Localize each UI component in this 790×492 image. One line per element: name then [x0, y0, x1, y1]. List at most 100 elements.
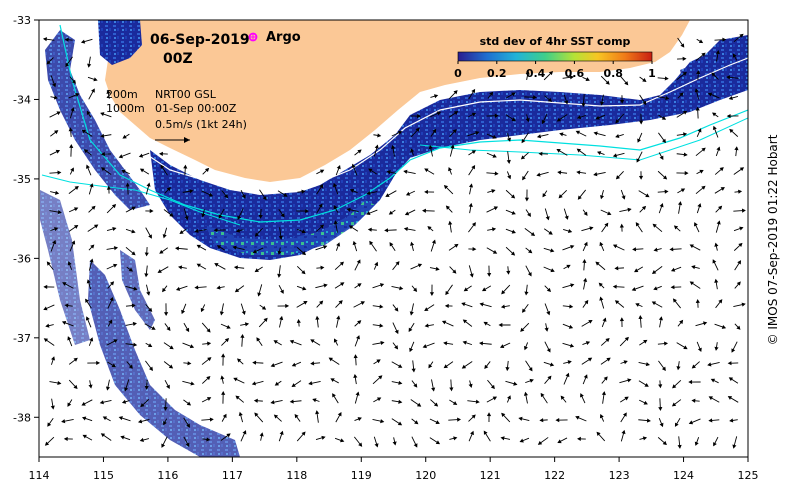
current-arrow-head — [283, 192, 288, 197]
current-arrow-head — [54, 190, 60, 195]
current-arrow-head — [676, 366, 681, 371]
current-arrow-head — [379, 304, 384, 309]
current-arrow-head — [279, 315, 284, 321]
current-arrow-head — [100, 167, 106, 172]
current-arrow-head — [729, 128, 734, 134]
current-arrow-head — [43, 284, 48, 290]
current-arrow-head — [166, 384, 170, 389]
current-arrow-head — [100, 152, 105, 157]
current-arrow-head — [471, 164, 476, 170]
current-arrow-head — [549, 362, 555, 367]
current-arrow-head — [336, 242, 341, 247]
current-arrow-head — [644, 383, 649, 387]
current-arrow-head — [57, 210, 62, 215]
current-arrow-head — [716, 220, 721, 225]
current-arrow-head — [588, 319, 593, 324]
current-arrow-head — [46, 261, 51, 266]
current-arrow-head — [454, 243, 459, 248]
current-arrow-head — [357, 283, 362, 288]
current-arrow-head — [61, 419, 66, 424]
current-arrow-head — [619, 223, 624, 228]
current-arrow-head — [677, 201, 683, 206]
current-arrow-head — [599, 296, 604, 301]
current-arrow-head — [73, 207, 79, 212]
x-tick-label: 117 — [222, 469, 243, 482]
current-arrow-head — [80, 39, 86, 44]
current-arrow-head — [471, 112, 477, 117]
current-arrow-head — [64, 37, 69, 42]
current-arrow-head — [279, 430, 284, 435]
current-source-label: NRT00 GSL — [155, 88, 217, 101]
current-arrow-head — [108, 319, 113, 324]
current-arrow-head — [234, 288, 240, 293]
current-arrow-head — [186, 423, 190, 428]
current-arrow-head — [684, 171, 689, 176]
current-arrow-head — [206, 437, 211, 442]
current-arrow-head — [357, 149, 362, 154]
current-arrow-head — [492, 134, 497, 139]
current-arrow-head — [319, 169, 325, 174]
current-arrow-head — [679, 319, 684, 325]
current-arrow-head — [428, 144, 433, 150]
current-arrow-head — [492, 153, 497, 158]
current-arrow-head — [168, 364, 174, 369]
current-scale-label: 0.5m/s (1kt 24h) — [155, 118, 247, 131]
y-tick-label: -34 — [13, 93, 31, 106]
colorbar-gradient — [457, 51, 653, 62]
current-arrow-head — [435, 440, 441, 445]
current-arrow-head — [233, 265, 238, 270]
current-arrow-head — [462, 340, 467, 345]
current-arrow-head — [85, 298, 89, 303]
current-arrow-head — [556, 117, 562, 122]
current-arrow-head — [524, 291, 529, 296]
current-arrow-head — [525, 70, 530, 75]
current-arrow-head — [441, 320, 447, 325]
current-arrow-head — [397, 421, 403, 426]
current-arrow-head — [524, 197, 530, 202]
current-arrow-head — [131, 229, 136, 234]
current-arrow-head — [547, 375, 552, 380]
current-arrow-head — [720, 187, 725, 191]
current-arrow-head — [621, 195, 626, 200]
colorbar-tick-label: 0.4 — [526, 67, 546, 80]
current-arrow-head — [519, 438, 524, 443]
current-arrow-head — [302, 286, 307, 291]
y-tick-label: -38 — [13, 411, 31, 424]
current-arrow-head — [137, 419, 143, 424]
current-arrow-head — [50, 405, 55, 410]
current-arrow-head — [301, 229, 306, 234]
current-arrow-head — [583, 374, 588, 379]
current-arrow-head — [67, 261, 72, 266]
current-arrow-head — [696, 70, 701, 75]
current-arrow-head — [659, 203, 664, 208]
current-arrow-head — [547, 97, 553, 102]
current-arrow-head — [71, 79, 76, 84]
current-arrow-head — [575, 415, 580, 420]
current-arrow-head — [643, 400, 648, 405]
current-arrow-head — [661, 366, 666, 371]
current-arrow-head — [305, 208, 310, 214]
current-arrow-head — [737, 260, 742, 265]
current-arrow-head — [691, 265, 696, 270]
current-arrow-head — [694, 222, 698, 227]
current-arrow-head — [352, 240, 357, 246]
current-arrow-head — [694, 88, 699, 93]
current-arrow-head — [718, 299, 723, 304]
current-arrow-head — [88, 384, 93, 389]
current-arrow-head — [695, 106, 700, 111]
current-arrow-head — [131, 251, 136, 256]
current-arrow-head — [523, 345, 528, 351]
current-arrow-head — [200, 307, 205, 313]
current-arrow-head — [258, 214, 263, 219]
current-arrow-head — [506, 137, 511, 142]
current-arrow-head — [522, 308, 526, 313]
sst-band-south-coast — [150, 35, 748, 260]
current-arrow-head — [635, 303, 640, 307]
isobath-1000m-secondary — [41, 117, 748, 226]
current-arrow-head — [294, 413, 299, 419]
current-arrow-head — [712, 125, 717, 131]
current-arrow-head — [523, 391, 529, 396]
current-arrow-head — [175, 246, 180, 251]
current-arrow-head — [87, 63, 92, 68]
x-tick-label: 122 — [544, 469, 565, 482]
